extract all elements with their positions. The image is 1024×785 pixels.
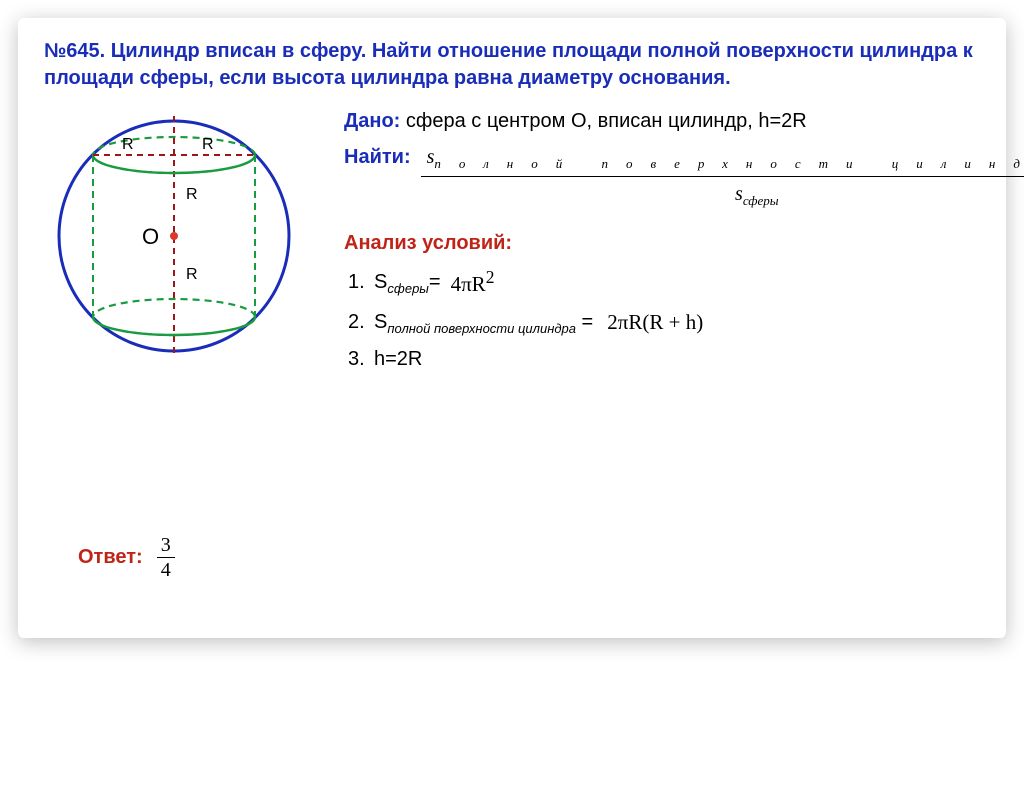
answer-num: 3 xyxy=(157,535,175,558)
diagram-column: R R R R О xyxy=(44,106,334,380)
text-column: Дано: сфера с центром О, вписан цилиндр,… xyxy=(334,106,1024,380)
problem-number: №645. xyxy=(44,40,105,62)
analysis-item-3: 3. h=2R xyxy=(348,344,1024,374)
find-fraction: sполной поверхности цилиндра sсферы xyxy=(421,142,1024,210)
given-label: Дано: xyxy=(344,110,400,132)
given-text: сфера с центром О, вписан цилиндр, h=2R xyxy=(406,110,807,132)
problem-card: №645. Цилиндр вписан в сферу. Найти отно… xyxy=(18,18,1006,638)
analysis-1-rhs: 4πR2 xyxy=(451,264,495,301)
find-den-sub: сферы xyxy=(743,193,779,208)
diagram-svg xyxy=(44,106,304,366)
analysis-label: Анализ условий: xyxy=(344,228,1024,258)
diagram: R R R R О xyxy=(44,106,304,366)
analysis-1-num: 1. xyxy=(348,267,374,297)
problem-text: Цилиндр вписан в сферу. Найти отношение … xyxy=(44,40,973,89)
find-block: Найти: sполной поверхности цилиндра sсфе… xyxy=(344,142,1024,210)
answer-block: Ответ: 3 4 xyxy=(78,535,175,580)
answer-den: 4 xyxy=(161,558,171,580)
find-den-s: s xyxy=(735,183,743,205)
analysis-item-2: 2. Sполной поверхности цилиндра = 2πR(R … xyxy=(348,307,1024,339)
label-R-mid-lower: R xyxy=(186,266,198,284)
label-O: О xyxy=(142,224,159,250)
center-dot xyxy=(170,232,178,240)
analysis-2-rhs: 2πR(R + h) xyxy=(607,307,703,339)
label-R-top-left: R xyxy=(122,136,134,154)
label-R-top-right: R xyxy=(202,136,214,154)
analysis-2-lhs: Sполной поверхности цилиндра = xyxy=(374,307,593,339)
given-block: Дано: сфера с центром О, вписан цилиндр,… xyxy=(344,106,1024,136)
analysis-item-1: 1. Sсферы= 4πR2 xyxy=(348,264,1024,301)
analysis-3-text: h=2R xyxy=(374,344,422,374)
answer-label: Ответ: xyxy=(78,546,143,569)
analysis-2-num: 2. xyxy=(348,307,374,337)
problem-statement: №645. Цилиндр вписан в сферу. Найти отно… xyxy=(44,38,980,92)
label-R-mid-upper: R xyxy=(186,186,198,204)
analysis-list: 1. Sсферы= 4πR2 2. Sполной поверхности ц… xyxy=(344,264,1024,374)
analysis-1-lhs: Sсферы= xyxy=(374,267,441,299)
find-denominator: sсферы xyxy=(421,177,1024,211)
analysis-3-num: 3. xyxy=(348,344,374,374)
find-label: Найти: xyxy=(344,142,411,172)
content-row: R R R R О Дано: сфера с центром О, вписа… xyxy=(44,106,980,380)
find-num-sub: полной поверхности цилиндра xyxy=(434,156,1024,171)
find-numerator: sполной поверхности цилиндра xyxy=(421,142,1024,177)
answer-fraction: 3 4 xyxy=(157,535,175,580)
